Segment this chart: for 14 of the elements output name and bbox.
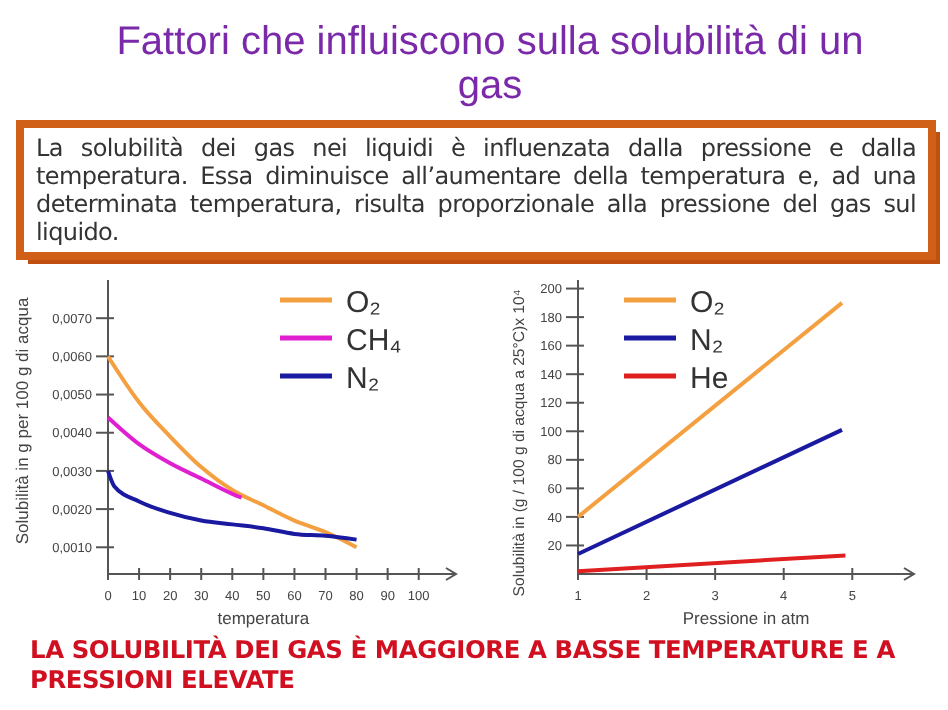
legend-label: N₂ xyxy=(346,362,380,396)
line-series xyxy=(106,468,359,542)
legend-label: O₂ xyxy=(690,286,726,320)
legend-label: N₂ xyxy=(690,324,724,358)
chart-title: Fattori che influiscono sulla solubilità di un gas xyxy=(114,20,866,108)
x-axis-title: Pressione in atm xyxy=(682,608,810,628)
line-series xyxy=(106,415,244,500)
y-axis-title: Solubilità in g per 100 g di acqua xyxy=(12,297,32,545)
legend-label: He xyxy=(690,362,729,396)
legend-label: CH₄ xyxy=(346,324,402,358)
text: LA SOLUBILITÀ DEI GAS È MAGGIORE A BASSE TEMPERATURE E A PRESSIONI ELEVATE xyxy=(30,636,897,696)
legend-label: O₂ xyxy=(346,286,382,320)
text: La solubilità dei gas nei liquidi è influenzata dalla pressione e dalla temperatura. Essa diminuisce all’aumentare della temperatura e, ad una determinata temperatura, risulta proporzionale alla pressione del gas sul liquido. xyxy=(36,134,916,246)
x-axis-title: temperatura xyxy=(217,608,310,628)
